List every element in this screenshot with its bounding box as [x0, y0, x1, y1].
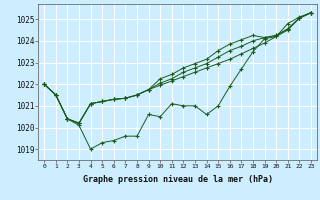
X-axis label: Graphe pression niveau de la mer (hPa): Graphe pression niveau de la mer (hPa) [83, 175, 273, 184]
